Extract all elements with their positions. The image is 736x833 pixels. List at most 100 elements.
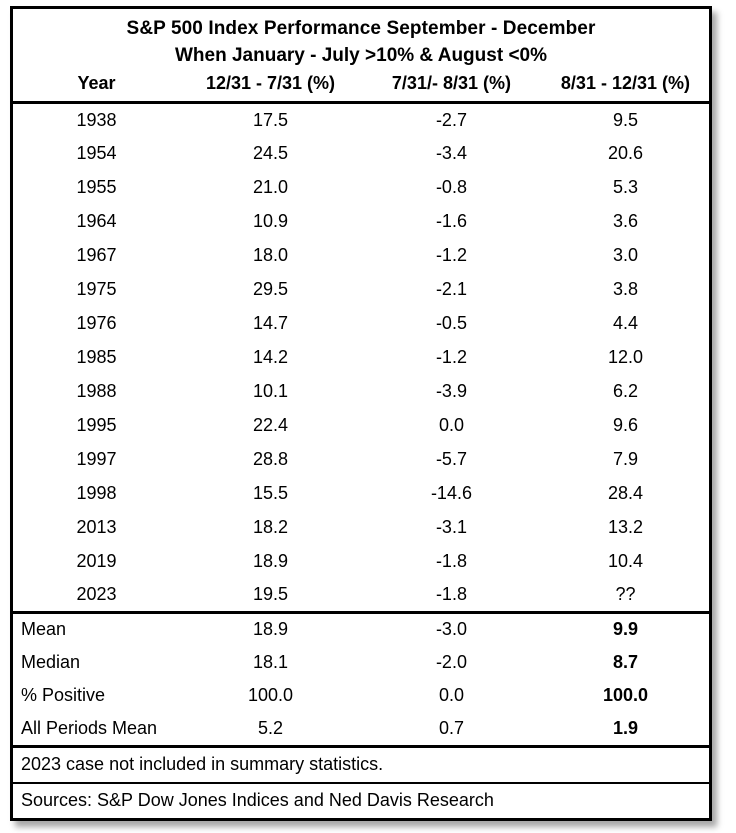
- value-cell: 9.5: [612, 109, 638, 130]
- value-cell: -3.9: [435, 381, 467, 401]
- column-header-year: Year: [13, 71, 181, 104]
- summary-label-cell: Mean: [21, 619, 67, 640]
- value-cell: 28.8: [252, 449, 289, 469]
- summary-label-cell: % Positive: [21, 684, 106, 705]
- year-cell: 2019: [76, 551, 117, 571]
- value-cell: 4.4: [612, 313, 638, 333]
- table-row: 1985 14.2 -1.2 12.0: [13, 341, 709, 375]
- summary-value-cell: -3.0: [435, 619, 467, 640]
- value-cell: 17.5: [252, 109, 289, 130]
- value-cell: 13.2: [607, 517, 643, 537]
- value-cell: 9.6: [612, 415, 638, 435]
- year-cell: 1985: [76, 347, 117, 367]
- value-cell: 10.1: [252, 381, 289, 401]
- value-cell: 29.5: [252, 279, 289, 299]
- table-row: 1997 28.8 -5.7 7.9: [13, 443, 709, 477]
- year-cell: 1967: [76, 245, 117, 265]
- value-cell: 14.2: [252, 347, 289, 367]
- value-cell: 7.9: [612, 449, 638, 469]
- table-subtitle: When January - July >10% & August <0%: [174, 45, 547, 66]
- value-cell: 24.5: [252, 143, 289, 163]
- summary-value-cell: 0.7: [438, 717, 464, 738]
- summary-value-cell: -2.0: [435, 651, 467, 672]
- summary-label-cell: Median: [21, 651, 81, 672]
- value-cell: -0.8: [435, 177, 467, 197]
- column-header-dec-jul: 12/31 - 7/31 (%): [180, 71, 361, 104]
- summary-value-cell: 8.7: [612, 651, 638, 672]
- summary-value-cell: 5.2: [257, 717, 284, 738]
- data-table: Year 12/31 - 7/31 (%) 7/31/- 8/31 (%) 8/…: [13, 71, 709, 745]
- value-cell: 3.6: [612, 211, 638, 231]
- value-cell: 18.0: [252, 245, 289, 265]
- value-cell: -1.6: [435, 211, 467, 231]
- summary-value-cell: 9.9: [612, 619, 638, 640]
- value-cell: 0.0: [438, 415, 464, 435]
- table-row: 1976 14.7 -0.5 4.4: [13, 307, 709, 341]
- value-cell: -14.6: [430, 483, 472, 503]
- value-cell: -1.2: [435, 245, 467, 265]
- column-header-jul-aug: 7/31/- 8/31 (%): [360, 71, 542, 104]
- year-cell: 1998: [76, 483, 117, 503]
- year-cell: 1954: [76, 143, 117, 163]
- value-cell: 19.5: [252, 584, 289, 605]
- value-cell: 10.4: [607, 551, 643, 571]
- year-cell: 1988: [76, 381, 117, 401]
- table-row: 1954 24.5 -3.4 20.6: [13, 137, 709, 171]
- value-cell: -2.1: [435, 279, 467, 299]
- header-row: Year 12/31 - 7/31 (%) 7/31/- 8/31 (%) 8/…: [13, 71, 709, 104]
- table-row: 1967 18.0 -1.2 3.0: [13, 239, 709, 273]
- value-cell: 18.9: [252, 551, 289, 571]
- footnote: 2023 case not included in summary statis…: [13, 744, 709, 782]
- year-cell: 1975: [76, 279, 117, 299]
- year-cell: 2023: [76, 584, 117, 605]
- summary-value-cell: 18.9: [252, 619, 289, 640]
- value-cell: -1.8: [435, 551, 467, 571]
- year-cell: 1964: [76, 211, 117, 231]
- table-row: 1964 10.9 -1.6 3.6: [13, 205, 709, 239]
- summary-row: Median 18.1 -2.0 8.7: [13, 646, 709, 679]
- year-cell: 1997: [76, 449, 117, 469]
- table-row: 2019 18.9 -1.8 10.4: [13, 545, 709, 579]
- value-cell: ??: [615, 584, 636, 605]
- summary-row: % Positive 100.0 0.0 100.0: [13, 679, 709, 712]
- value-cell: -3.1: [435, 517, 467, 537]
- value-cell: -2.7: [435, 109, 467, 130]
- source-note: Sources: S&P Dow Jones Indices and Ned D…: [13, 781, 709, 818]
- table-title: S&P 500 Index Performance September - De…: [126, 18, 596, 39]
- table-row: 2013 18.2 -3.1 13.2: [13, 511, 709, 545]
- summary-row: Mean 18.9 -3.0 9.9: [13, 613, 709, 646]
- table-row: 1998 15.5 -14.6 28.4: [13, 477, 709, 511]
- value-cell: 10.9: [252, 211, 289, 231]
- summary-value-cell: 100.0: [602, 684, 648, 705]
- summary-label-cell: All Periods Mean: [21, 717, 158, 738]
- table-row: 1995 22.4 0.0 9.6: [13, 409, 709, 443]
- value-cell: 22.4: [252, 415, 289, 435]
- column-header-aug-dec: 8/31 - 12/31 (%): [541, 71, 709, 104]
- table-row: 1938 17.5 -2.7 9.5: [13, 103, 709, 137]
- value-cell: 3.8: [612, 279, 638, 299]
- value-cell: 28.4: [607, 483, 643, 503]
- year-cell: 1976: [76, 313, 117, 333]
- summary-value-cell: 0.0: [438, 684, 464, 705]
- data-rows: 1938 17.5 -2.7 9.5 1954 24.5 -3.4 20.6 1955 21.0 -…: [13, 103, 709, 613]
- year-cell: 1995: [76, 415, 117, 435]
- summary-value-cell: 18.1: [252, 651, 289, 672]
- value-cell: -1.8: [435, 584, 467, 605]
- table-row: 2023 19.5 -1.8??: [13, 579, 709, 613]
- value-cell: 14.7: [252, 313, 289, 333]
- value-cell: -5.7: [435, 449, 467, 469]
- value-cell: 3.0: [612, 245, 638, 265]
- table-header: Year 12/31 - 7/31 (%) 7/31/- 8/31 (%) 8/…: [13, 71, 709, 104]
- summary-rows: Mean 18.9 -3.0 9.9 Median 18.1 -2.0 8.7 % Positi…: [13, 612, 709, 745]
- summary-value-cell: 1.9: [612, 717, 638, 738]
- value-cell: -3.4: [435, 143, 467, 163]
- performance-table: S&P 500 Index Performance September - De…: [10, 6, 712, 821]
- value-cell: 12.0: [607, 347, 643, 367]
- year-cell: 1955: [76, 177, 117, 197]
- value-cell: 5.3: [612, 177, 638, 197]
- table-row: 1988 10.1 -3.9 6.2: [13, 375, 709, 409]
- table-row: 1955 21.0 -0.8 5.3: [13, 171, 709, 205]
- value-cell: 15.5: [252, 483, 289, 503]
- table-row: 1975 29.5 -2.1 3.8: [13, 273, 709, 307]
